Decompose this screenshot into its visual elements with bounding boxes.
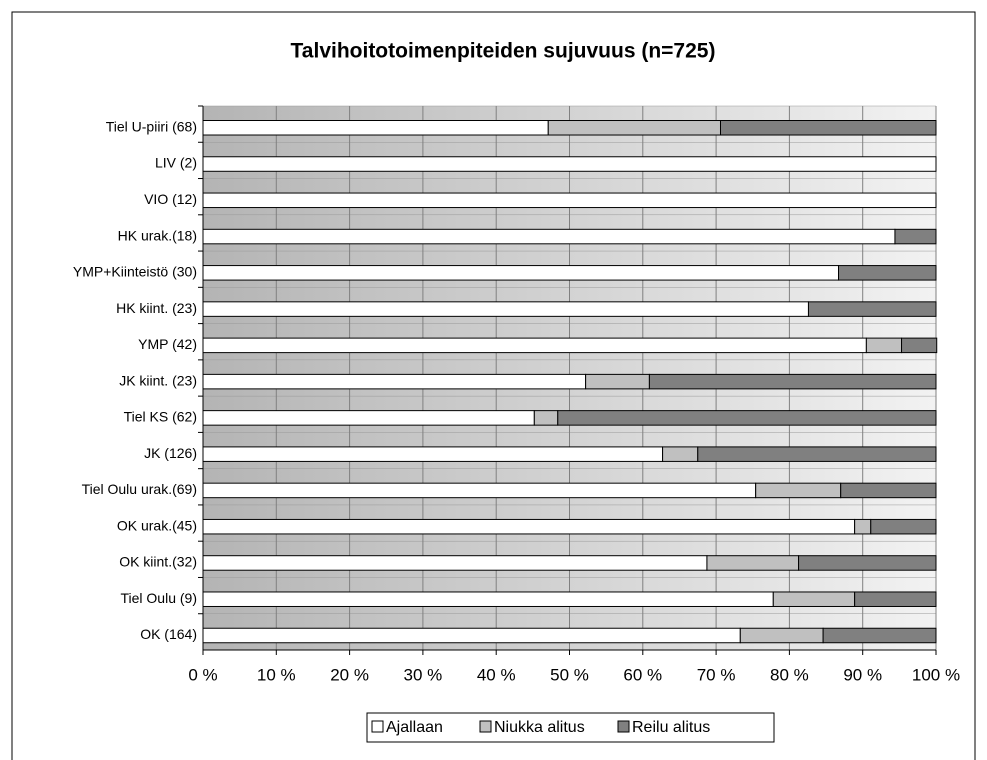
bar-segment xyxy=(822,627,937,644)
bar-segment xyxy=(838,265,937,281)
bar-segment xyxy=(202,446,664,462)
x-tick-label: 90 % xyxy=(843,665,882,684)
bar-segment xyxy=(755,482,842,499)
bar-segment xyxy=(865,337,903,354)
bar-segment xyxy=(585,373,650,390)
bar-segment xyxy=(202,591,774,607)
x-tick-label: 40 % xyxy=(477,665,516,684)
chart-title: Talvihoitotoimenpiteiden sujuvuus (n=725… xyxy=(291,40,716,63)
x-tick-label: 60 % xyxy=(623,665,662,684)
y-tick-label: HK kiint. (23) xyxy=(116,300,197,316)
bar-segment xyxy=(807,301,937,317)
y-tick-label: VIO (12) xyxy=(144,191,197,207)
bar-segment xyxy=(662,446,699,462)
bar-segment xyxy=(697,446,937,462)
legend-box xyxy=(366,712,775,743)
bar-segment xyxy=(202,228,896,245)
legend-label: Niukka alitus xyxy=(494,719,585,736)
bar-segment xyxy=(202,156,937,172)
x-tick-label: 50 % xyxy=(550,665,589,684)
y-tick-label: Tiel KS (62) xyxy=(124,409,197,425)
bar-segment xyxy=(202,482,757,499)
bar-segment xyxy=(557,410,937,426)
bar-segment xyxy=(772,591,856,607)
x-tick-label: 70 % xyxy=(697,665,736,684)
legend-label: Reilu alitus xyxy=(632,719,710,736)
bar-segment xyxy=(202,265,840,281)
y-tick-label: JK kiint. (23) xyxy=(119,372,197,388)
y-tick-label: OK kiint.(32) xyxy=(119,554,197,570)
x-tick-label: 10 % xyxy=(257,665,296,684)
bar-segment xyxy=(202,518,856,535)
bar-segment xyxy=(202,555,708,571)
legend-swatch xyxy=(371,720,384,733)
bar-segment xyxy=(533,410,559,426)
y-tick-label: OK (164) xyxy=(140,626,197,642)
legend-label: Ajallaan xyxy=(386,719,443,736)
bar-segment xyxy=(202,410,535,426)
bar-segment xyxy=(798,555,937,571)
x-tick-label: 100 % xyxy=(912,665,960,684)
x-tick-label: 20 % xyxy=(330,665,369,684)
legend-swatch xyxy=(479,720,492,733)
bar-segment xyxy=(719,120,937,136)
bar-segment xyxy=(202,120,549,136)
x-tick-label: 80 % xyxy=(770,665,809,684)
y-tick-label: OK urak.(45) xyxy=(117,517,197,533)
bar-segment xyxy=(202,301,809,317)
y-tick-label: Tiel Oulu urak.(69) xyxy=(82,481,197,497)
y-tick-label: Tiel Oulu (9) xyxy=(120,590,197,606)
bar-segment xyxy=(202,373,587,390)
bar-segment xyxy=(739,627,824,644)
y-tick-label: Tiel U-piiri (68) xyxy=(106,118,197,134)
bar-segment xyxy=(854,591,937,607)
bar-segment xyxy=(870,518,937,535)
y-tick-label: HK urak.(18) xyxy=(118,227,197,243)
bar-segment xyxy=(202,627,741,644)
bar-segment xyxy=(840,482,937,499)
y-tick-label: YMP (42) xyxy=(138,336,197,352)
bar-segment xyxy=(901,337,938,354)
bar-segment xyxy=(547,120,721,136)
x-tick-label: 30 % xyxy=(404,665,443,684)
bar-segment xyxy=(648,373,937,390)
y-tick-label: LIV (2) xyxy=(155,155,197,171)
bar-segment xyxy=(202,192,937,209)
x-tick-label: 0 % xyxy=(188,665,217,684)
bar-segment xyxy=(706,555,800,571)
chart-frame xyxy=(11,11,976,760)
legend-swatch xyxy=(617,720,630,733)
bar-segment xyxy=(202,337,867,354)
y-tick-label: YMP+Kiinteistö (30) xyxy=(73,264,197,280)
y-tick-label: JK (126) xyxy=(144,445,197,461)
bar-segment xyxy=(854,518,872,535)
bar-segment xyxy=(894,228,937,245)
